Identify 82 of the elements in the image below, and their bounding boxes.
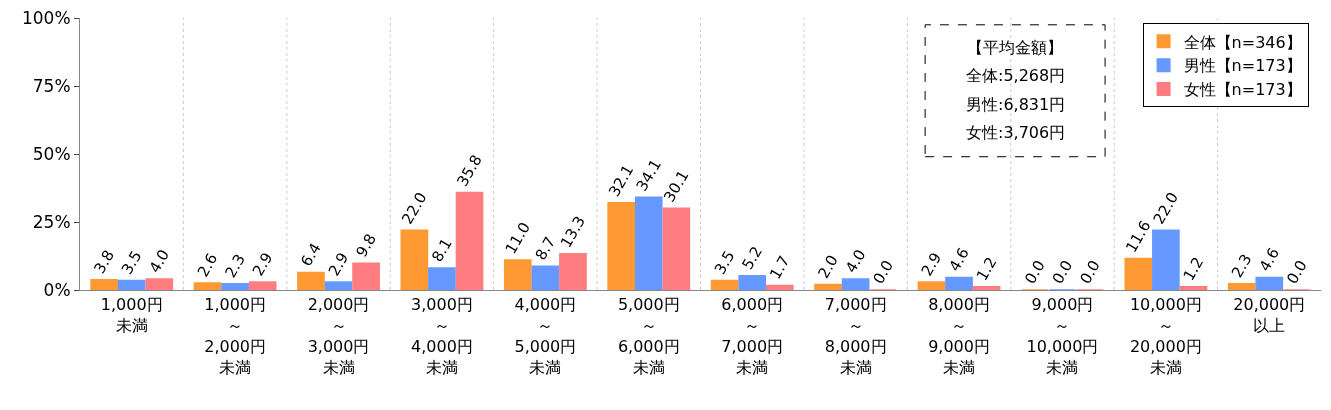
- bar: [634, 196, 663, 290]
- data-label: 2.9: [917, 249, 946, 280]
- data-label: 4.0: [841, 246, 870, 277]
- data-label: 1.2: [1179, 254, 1208, 284]
- bar: [662, 207, 691, 290]
- bar: [841, 278, 870, 290]
- data-label: 0.0: [869, 257, 897, 287]
- data-label: 5.2: [738, 243, 766, 273]
- data-label: 0.0: [1283, 257, 1311, 287]
- data-label: 8.7: [531, 233, 560, 264]
- bar: [710, 279, 739, 290]
- data-label: 0.0: [1021, 257, 1049, 287]
- bar: [117, 279, 146, 290]
- annotation: 男性:6,831円: [966, 95, 1066, 114]
- y-tick-label: 75%: [32, 75, 71, 96]
- legend-label: 女性【n=173】: [1183, 80, 1302, 100]
- bar: [503, 259, 532, 290]
- x-tick-label: 5,000円～6,000円未満: [617, 295, 680, 377]
- bar: [765, 284, 794, 290]
- annotation: 全体:5,268円: [966, 66, 1066, 85]
- bar: [1152, 229, 1180, 290]
- bar: [531, 265, 560, 290]
- y-tick-label: 50%: [32, 143, 71, 164]
- data-label: 2.6: [193, 250, 222, 280]
- bar: [248, 281, 277, 290]
- data-label: 8.1: [428, 235, 456, 265]
- bar: [193, 282, 222, 290]
- data-label: 4.0: [145, 246, 174, 277]
- x-tick-label: 2,000円～3,000円未満: [307, 295, 370, 377]
- data-label: 6.4: [297, 239, 325, 270]
- bar: [1179, 285, 1208, 290]
- bar: [90, 278, 118, 290]
- bar: [972, 285, 1001, 290]
- bar: [400, 229, 429, 290]
- x-tick-label: 6,000円～7,000円未満: [721, 295, 784, 377]
- bar: [455, 191, 484, 290]
- bar: [428, 267, 456, 290]
- data-label: 1.7: [766, 252, 794, 283]
- bar: [945, 276, 973, 290]
- bar: [814, 283, 842, 290]
- x-tick-label: 9,000円～10,000円未満: [1026, 295, 1099, 377]
- y-tick-label: 100%: [21, 7, 71, 28]
- bar: [1255, 276, 1284, 290]
- data-label: 2.0: [814, 251, 842, 282]
- x-tick-label: 1,000円未満: [100, 295, 163, 335]
- bar: [145, 278, 174, 290]
- data-label: 3.5: [117, 247, 146, 278]
- x-tick-label: 8,000円～9,000円未満: [928, 295, 990, 377]
- data-label: 2.9: [324, 249, 353, 280]
- legend-label: 男性【n=173】: [1183, 56, 1302, 76]
- x-tick-label: 4,000円～5,000円未満: [514, 295, 577, 377]
- bar: [1124, 257, 1153, 290]
- data-label: 0.0: [1076, 257, 1104, 287]
- x-tick-label: 20,000円以上: [1233, 295, 1306, 335]
- data-label: 2.3: [221, 251, 249, 281]
- data-label: 4.6: [1255, 244, 1284, 275]
- bar: [607, 201, 636, 290]
- x-tick-label: 3,000円～4,000円未満: [411, 295, 473, 377]
- annotation: 女性:3,706円: [966, 123, 1066, 142]
- data-label: 4.6: [945, 244, 973, 275]
- data-label: 2.3: [1227, 251, 1256, 281]
- legend-label: 全体【n=346】: [1183, 32, 1302, 52]
- x-tick-label: 10,000円～20,000円未満: [1129, 295, 1202, 377]
- y-tick-label: 25%: [32, 211, 71, 232]
- bar: [297, 271, 325, 290]
- bar: [221, 282, 249, 290]
- x-tick-label: 1,000円～2,000円未満: [204, 295, 267, 377]
- bar: [1227, 282, 1256, 290]
- bar: [917, 281, 946, 290]
- x-tick-label: 7,000円～8,000円未満: [824, 295, 887, 377]
- data-label: 0.0: [1048, 257, 1077, 287]
- bar: [738, 275, 767, 290]
- bar: [352, 262, 380, 290]
- bar: [559, 253, 587, 290]
- data-label: 3.8: [90, 247, 118, 277]
- annotation: 【平均金額】: [967, 38, 1063, 57]
- data-label: 1.2: [972, 254, 1001, 284]
- bar: [324, 281, 353, 290]
- data-label: 3.5: [710, 247, 739, 278]
- data-label: 2.9: [248, 249, 277, 280]
- data-label: 9.8: [352, 230, 380, 261]
- y-tick-label: 0%: [43, 279, 71, 300]
